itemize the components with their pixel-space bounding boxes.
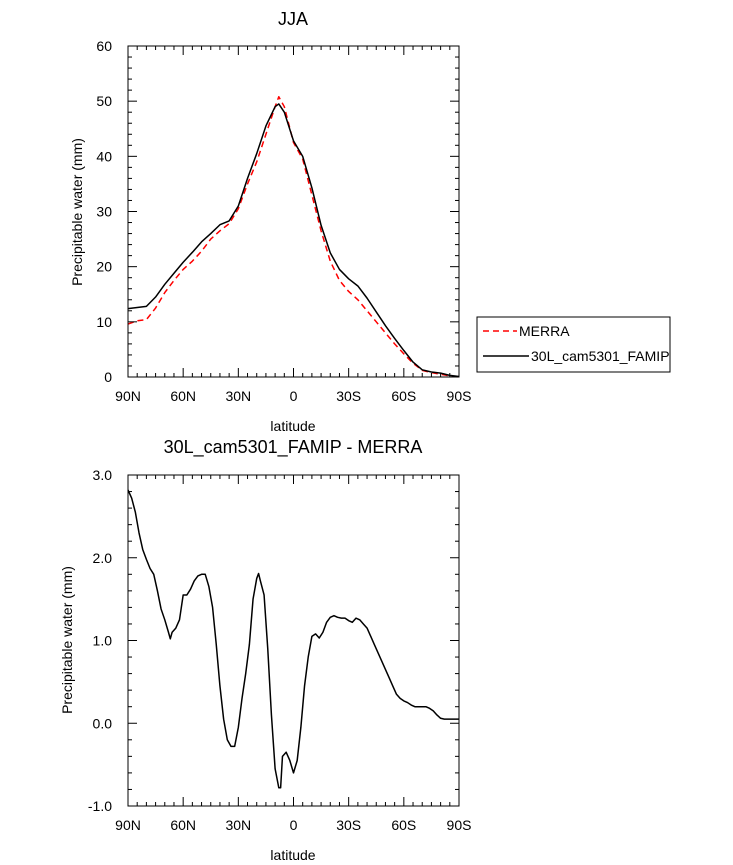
top-plot-frame xyxy=(127,45,460,378)
bottom-x-tick-label: 30N xyxy=(225,817,251,833)
bottom-x-tick-label: 90S xyxy=(447,817,472,833)
top-y-tick-label: 60 xyxy=(96,38,112,54)
top-x-tick-label: 0 xyxy=(290,388,298,404)
top-chart-title: JJA xyxy=(278,9,308,29)
legend: MERRA 30L_cam5301_FAMIP xyxy=(476,316,671,373)
bottom-y-axis-label: Precipitable water (mm) xyxy=(59,566,75,714)
legend-label-merra: MERRA xyxy=(519,323,570,339)
top-y-tick-label: 40 xyxy=(96,148,112,164)
top-y-tick-label: 50 xyxy=(96,93,112,109)
bottom-x-tick-label: 60N xyxy=(170,817,196,833)
bottom-series-line-series-0 xyxy=(127,489,459,789)
bottom-y-tick-label: -1.0 xyxy=(88,798,112,814)
bottom-chart-title: 30L_cam5301_FAMIP - MERRA xyxy=(164,437,423,458)
top-y-tick-label: 10 xyxy=(96,314,112,330)
bottom-y-tick-label: 0.0 xyxy=(93,715,113,731)
top-x-tick-label: 90N xyxy=(115,388,141,404)
top-x-tick-label: 30N xyxy=(225,388,251,404)
bottom-plot-frame xyxy=(127,474,460,807)
bottom-plot-area: 90N 60N 30N 0 30S 60S 90S -1.0 0.0 1.0 2.0 3.0 xyxy=(88,467,472,833)
top-y-tick-label: 30 xyxy=(96,204,112,220)
top-x-tick-label: 90S xyxy=(447,388,472,404)
top-x-axis-label: latitude xyxy=(270,418,315,434)
top-plot-area: 90N 60N 30N 0 30S 60S 90S 0 10 20 30 40 50 60 xyxy=(96,38,471,404)
top-series-line-30l-cam5301-famip xyxy=(127,103,460,378)
top-y-axis-label: Precipitable water (mm) xyxy=(69,138,85,286)
bottom-y-tick-label: 3.0 xyxy=(93,467,113,483)
bottom-x-tick-label: 30S xyxy=(336,817,361,833)
top-x-tick-label: 60N xyxy=(170,388,196,404)
top-y-tick-label: 20 xyxy=(96,259,112,275)
bottom-y-tick-label: 1.0 xyxy=(93,633,113,649)
top-panel: JJA Precipitable water (mm) latitude 90N… xyxy=(69,9,671,434)
bottom-x-tick-label: 90N xyxy=(115,817,141,833)
bottom-x-tick-label: 60S xyxy=(391,817,416,833)
bottom-panel: 30L_cam5301_FAMIP - MERRA Precipitable w… xyxy=(59,437,471,863)
bottom-x-axis-label: latitude xyxy=(270,847,315,863)
top-x-tick-label: 60S xyxy=(391,388,416,404)
legend-label-famip: 30L_cam5301_FAMIP xyxy=(531,348,670,364)
bottom-x-tick-label: 0 xyxy=(290,817,298,833)
top-y-tick-label: 0 xyxy=(104,369,112,385)
top-x-tick-label: 30S xyxy=(336,388,361,404)
bottom-y-tick-label: 2.0 xyxy=(93,550,113,566)
legend-box xyxy=(476,316,671,373)
